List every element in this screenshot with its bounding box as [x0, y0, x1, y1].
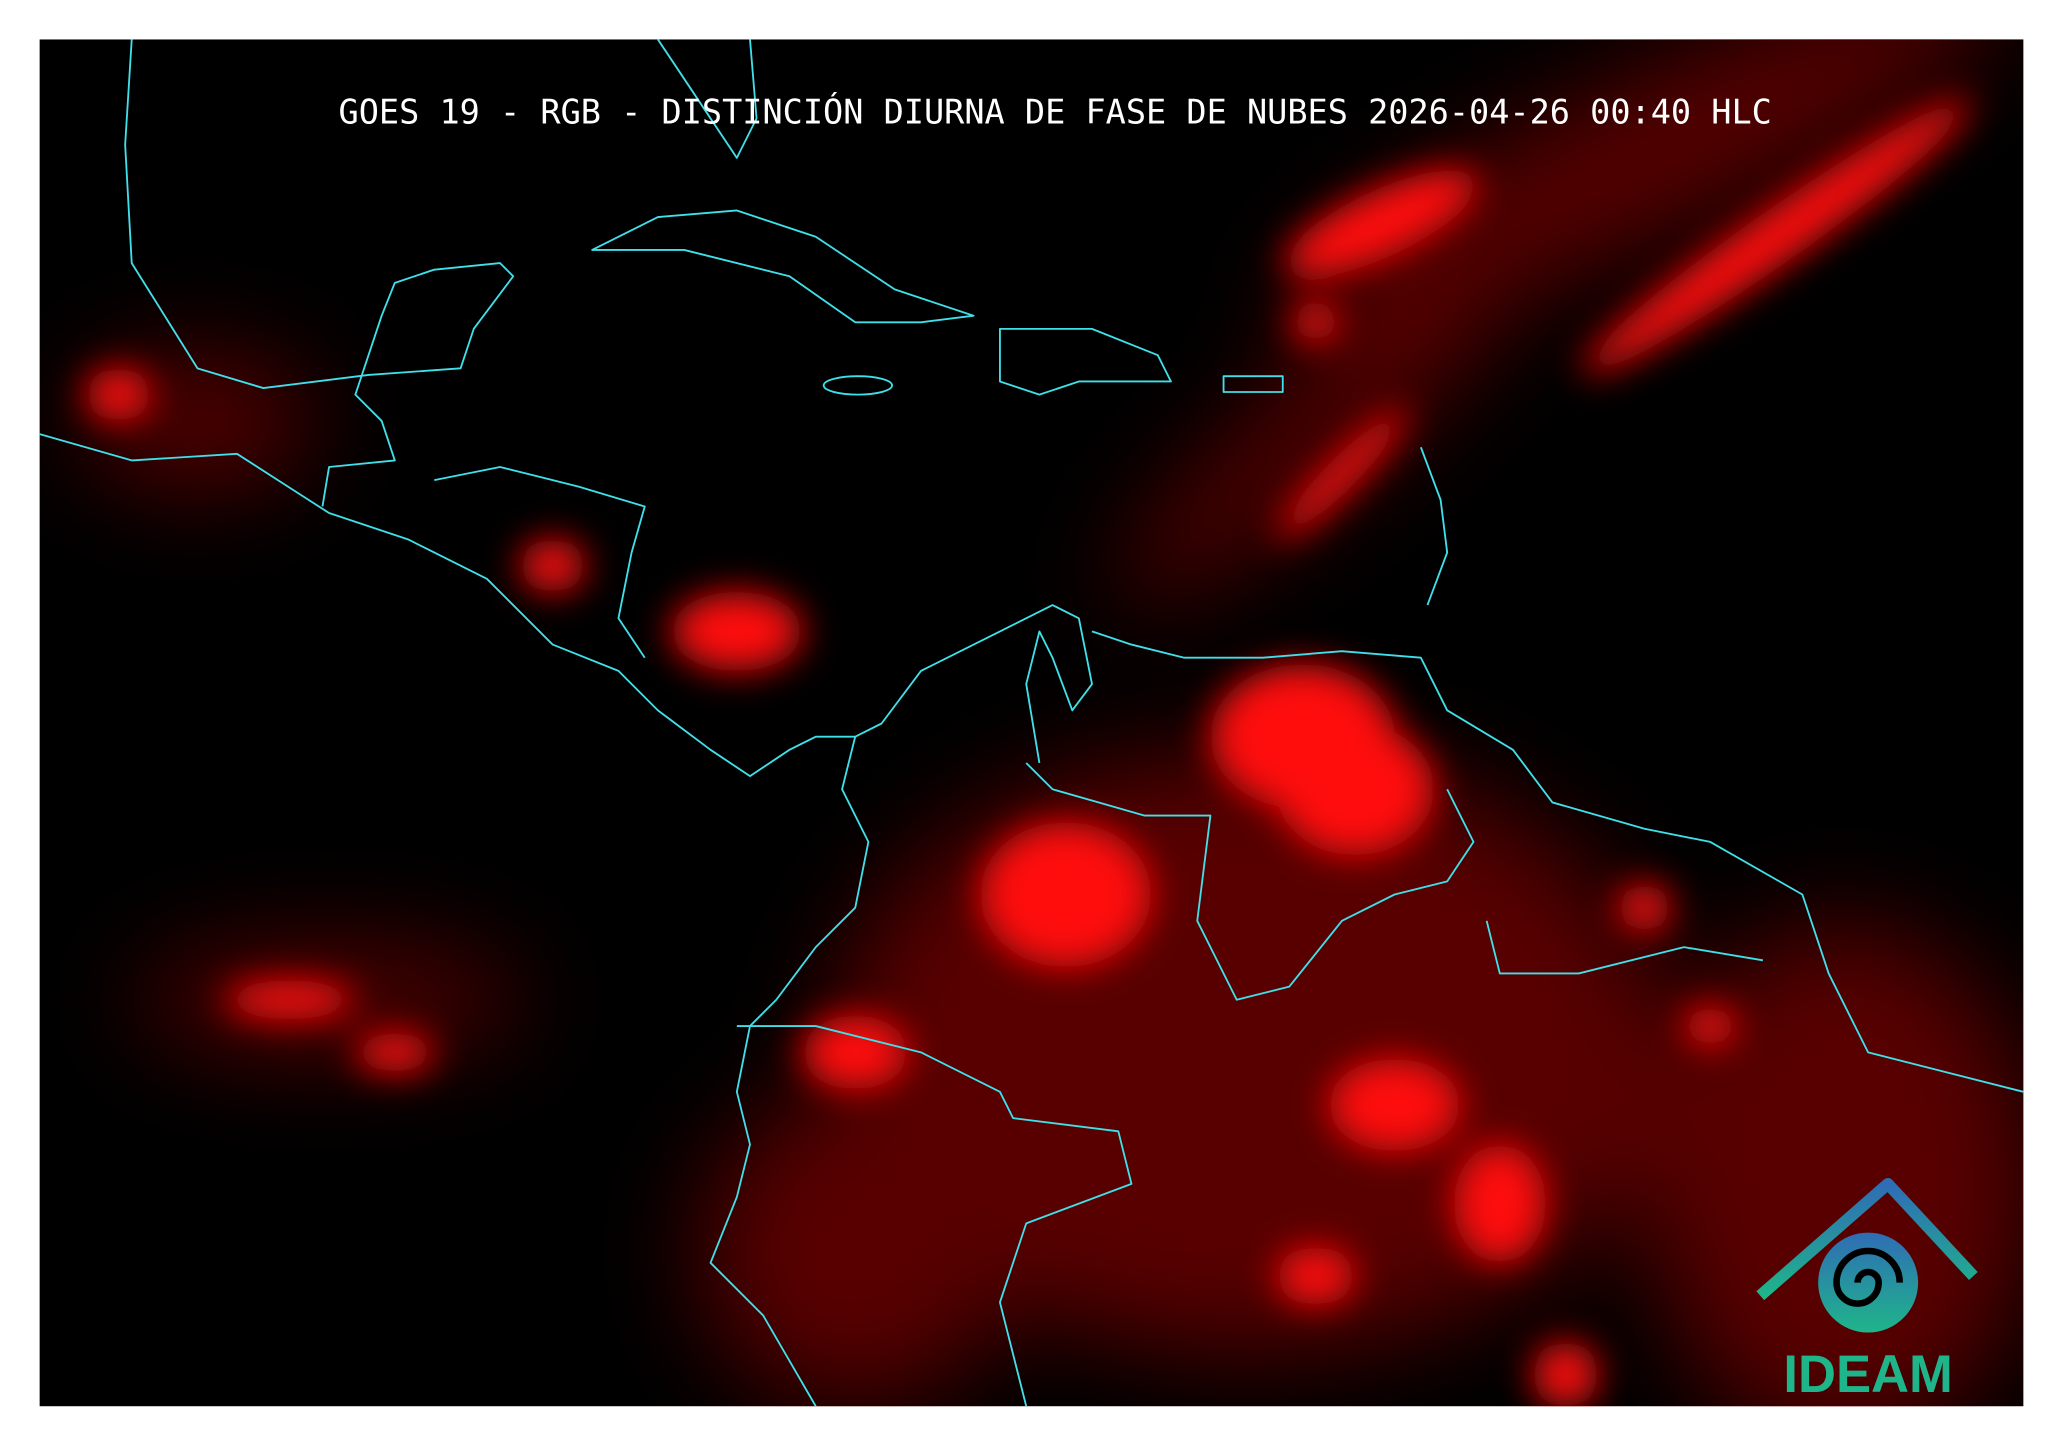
image-title: GOES 19 - RGB - DISTINCIÓN DIURNA DE FAS… — [339, 92, 1772, 132]
logo-mountain — [1756, 1177, 1978, 1301]
logo: IDEAM — [1756, 1177, 1978, 1404]
cloud-layer — [79, 39, 2024, 1407]
coastlines — [39, 39, 2024, 1407]
logo-spiral — [1833, 1247, 1903, 1307]
logo-text: IDEAM — [1783, 1345, 1953, 1404]
logo-circle — [1818, 1232, 1919, 1333]
